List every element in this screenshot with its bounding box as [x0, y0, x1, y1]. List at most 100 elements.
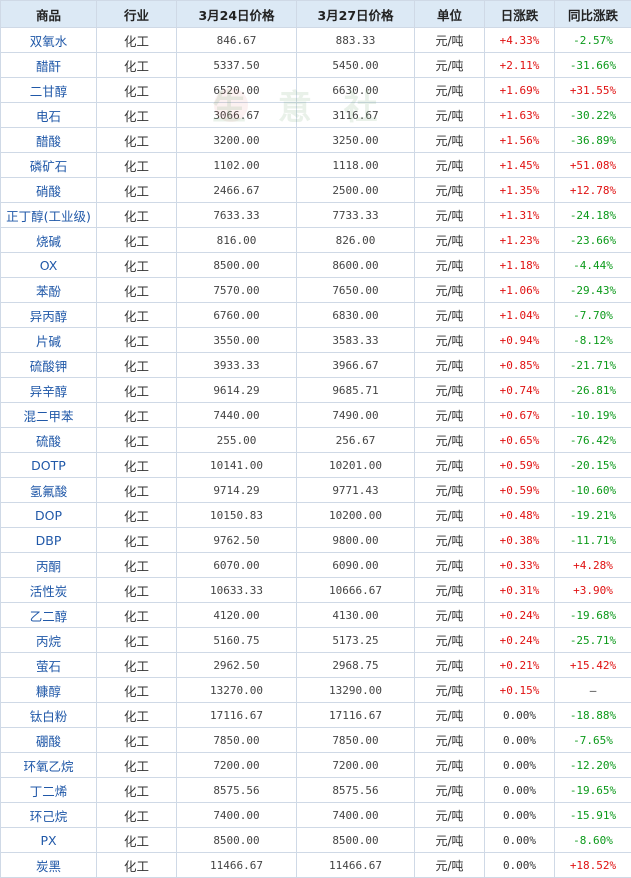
unit-cell: 元/吨	[415, 553, 485, 578]
product-name-link[interactable]: 醋酸	[1, 128, 97, 153]
daily-change-cell: 0.00%	[485, 728, 555, 753]
product-name-link[interactable]: 萤石	[1, 653, 97, 678]
product-name-link[interactable]: 环己烷	[1, 803, 97, 828]
product-name-link[interactable]: 醋酐	[1, 53, 97, 78]
product-name-link[interactable]: 炭黑	[1, 853, 97, 878]
unit-cell: 元/吨	[415, 303, 485, 328]
daily-change-cell: +1.23%	[485, 228, 555, 253]
price-0324-cell: 3550.00	[177, 328, 297, 353]
price-0324-cell: 3200.00	[177, 128, 297, 153]
industry-cell: 化工	[97, 78, 177, 103]
product-name-link[interactable]: OX	[1, 253, 97, 278]
yoy-change-cell: -8.60%	[555, 828, 631, 853]
product-name-link[interactable]: DOTP	[1, 453, 97, 478]
daily-change-cell: +1.63%	[485, 103, 555, 128]
price-0324-cell: 4120.00	[177, 603, 297, 628]
product-name-link[interactable]: 正丁醇(工业级)	[1, 203, 97, 228]
product-name-link[interactable]: 苯酚	[1, 278, 97, 303]
product-name-link[interactable]: 丙烷	[1, 628, 97, 653]
product-name-link[interactable]: 丙酮	[1, 553, 97, 578]
daily-change-cell: +0.15%	[485, 678, 555, 703]
price-0324-cell: 11466.67	[177, 853, 297, 878]
yoy-change-cell: +15.42%	[555, 653, 631, 678]
unit-cell: 元/吨	[415, 778, 485, 803]
daily-change-cell: 0.00%	[485, 853, 555, 878]
unit-cell: 元/吨	[415, 678, 485, 703]
industry-cell: 化工	[97, 428, 177, 453]
price-0327-cell: 9771.43	[297, 478, 415, 503]
daily-change-cell: +1.04%	[485, 303, 555, 328]
industry-cell: 化工	[97, 553, 177, 578]
price-0324-cell: 8500.00	[177, 828, 297, 853]
yoy-change-cell: -11.71%	[555, 528, 631, 553]
product-name-link[interactable]: 糠醇	[1, 678, 97, 703]
product-name-link[interactable]: 乙二醇	[1, 603, 97, 628]
unit-cell: 元/吨	[415, 153, 485, 178]
product-name-link[interactable]: 硫酸	[1, 428, 97, 453]
unit-cell: 元/吨	[415, 528, 485, 553]
yoy-change-cell: +4.28%	[555, 553, 631, 578]
industry-cell: 化工	[97, 603, 177, 628]
daily-change-cell: 0.00%	[485, 803, 555, 828]
product-name-link[interactable]: DOP	[1, 503, 97, 528]
product-name-link[interactable]: 电石	[1, 103, 97, 128]
product-name-link[interactable]: DBP	[1, 528, 97, 553]
price-0327-cell: 7490.00	[297, 403, 415, 428]
price-0327-cell: 10666.67	[297, 578, 415, 603]
price-0327-cell: 11466.67	[297, 853, 415, 878]
price-0324-cell: 3933.33	[177, 353, 297, 378]
daily-change-cell: +4.33%	[485, 28, 555, 53]
daily-change-cell: +1.18%	[485, 253, 555, 278]
product-name-link[interactable]: 丁二烯	[1, 778, 97, 803]
industry-cell: 化工	[97, 778, 177, 803]
product-name-link[interactable]: 片碱	[1, 328, 97, 353]
yoy-change-cell: -23.66%	[555, 228, 631, 253]
product-name-link[interactable]: 硫酸钾	[1, 353, 97, 378]
unit-cell: 元/吨	[415, 728, 485, 753]
product-name-link[interactable]: 环氧乙烷	[1, 753, 97, 778]
product-name-link[interactable]: 硝酸	[1, 178, 97, 203]
product-name-link[interactable]: 异辛醇	[1, 378, 97, 403]
product-name-link[interactable]: 烧碱	[1, 228, 97, 253]
unit-cell: 元/吨	[415, 353, 485, 378]
daily-change-cell: 0.00%	[485, 778, 555, 803]
price-0327-cell: 13290.00	[297, 678, 415, 703]
yoy-change-cell: -12.20%	[555, 753, 631, 778]
product-name-link[interactable]: 活性炭	[1, 578, 97, 603]
price-0324-cell: 255.00	[177, 428, 297, 453]
product-name-link[interactable]: 二甘醇	[1, 78, 97, 103]
product-name-link[interactable]: 钛白粉	[1, 703, 97, 728]
product-name-link[interactable]: 硼酸	[1, 728, 97, 753]
price-0327-cell: 4130.00	[297, 603, 415, 628]
yoy-change-cell: -10.19%	[555, 403, 631, 428]
product-name-link[interactable]: 双氧水	[1, 28, 97, 53]
industry-cell: 化工	[97, 278, 177, 303]
price-0324-cell: 10150.83	[177, 503, 297, 528]
daily-change-cell: +0.67%	[485, 403, 555, 428]
yoy-change-cell: +51.08%	[555, 153, 631, 178]
product-name-link[interactable]: PX	[1, 828, 97, 853]
product-name-link[interactable]: 异丙醇	[1, 303, 97, 328]
col-header-industry: 行业	[97, 1, 177, 28]
price-0324-cell: 7200.00	[177, 753, 297, 778]
unit-cell: 元/吨	[415, 328, 485, 353]
product-name-link[interactable]: 氢氟酸	[1, 478, 97, 503]
product-name-link[interactable]: 磷矿石	[1, 153, 97, 178]
industry-cell: 化工	[97, 403, 177, 428]
price-0327-cell: 7733.33	[297, 203, 415, 228]
industry-cell: 化工	[97, 353, 177, 378]
unit-cell: 元/吨	[415, 403, 485, 428]
price-0324-cell: 846.67	[177, 28, 297, 53]
industry-cell: 化工	[97, 853, 177, 878]
col-header-unit: 单位	[415, 1, 485, 28]
industry-cell: 化工	[97, 703, 177, 728]
product-name-link[interactable]: 混二甲苯	[1, 403, 97, 428]
